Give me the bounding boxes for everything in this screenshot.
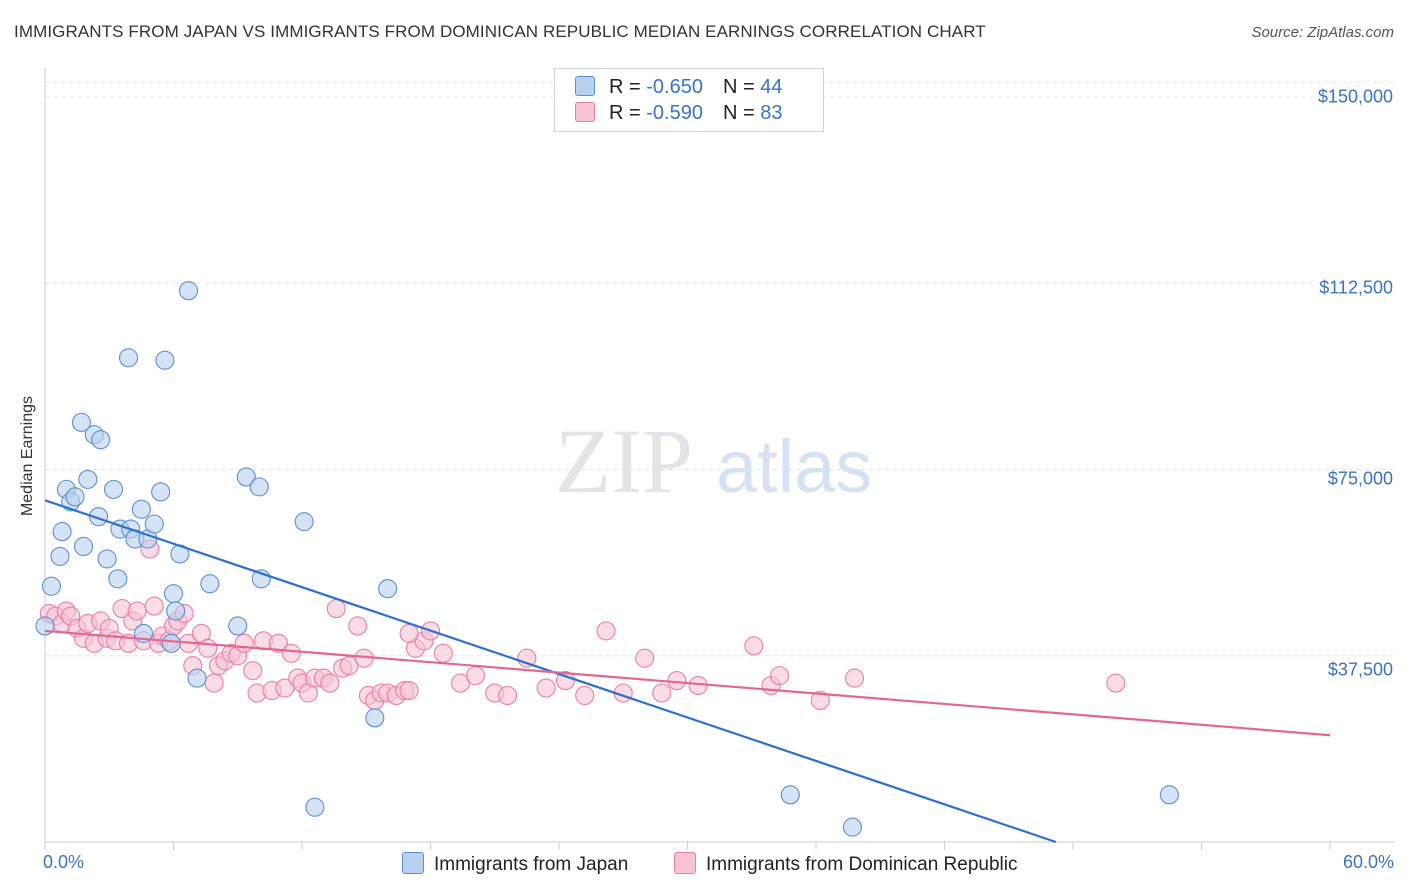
dominican-point (744, 636, 764, 656)
dominican-point (450, 673, 471, 693)
dominican-point (536, 678, 556, 698)
dominican-point (326, 599, 346, 619)
japan-point (118, 348, 139, 368)
dominican-point (555, 671, 575, 691)
japan-swatch (402, 852, 424, 874)
japan-point (842, 817, 862, 837)
dominican-point (433, 643, 453, 663)
n-label: N = (722, 102, 761, 124)
japan-point (161, 633, 181, 653)
japan-point (151, 482, 171, 502)
japan-point (91, 430, 111, 450)
dominican-point (234, 633, 254, 653)
dominican-point (810, 690, 830, 711)
japan-swatch (575, 76, 595, 96)
japan-point (780, 785, 800, 805)
japan-point (166, 601, 186, 621)
japan-point (163, 584, 184, 604)
japan-point (144, 514, 164, 534)
japan-point (71, 412, 91, 432)
legend-row-dominican: R = -0.590 N = 83 (575, 102, 782, 126)
dominican-point (399, 623, 419, 643)
n-value: 44 (760, 76, 783, 98)
japan-point (74, 536, 94, 557)
dominican-point (144, 596, 164, 616)
dominican-point (320, 673, 340, 693)
legend-item-japan[interactable]: Immigrants from Japan (402, 852, 628, 876)
japan-point (294, 512, 314, 532)
japan-point (200, 574, 220, 594)
dominican-point (348, 616, 368, 636)
watermark-zip: ZIP (555, 410, 693, 512)
dominican-swatch (674, 852, 696, 874)
dominican-point (399, 680, 419, 701)
y-tick-label: $150,000 (1317, 86, 1393, 107)
japan-point (131, 499, 151, 519)
y-tick-label: $112,500 (1319, 277, 1393, 298)
japan-point (65, 487, 85, 507)
dominican-trend-line (44, 629, 1331, 737)
x-tick-label-min: 0.0% (43, 852, 85, 872)
dominican-point (281, 643, 301, 663)
axes (44, 68, 1395, 850)
dominican-point (268, 633, 288, 653)
dominican-point (652, 683, 672, 703)
japan-point (78, 469, 98, 489)
n-label: N = (722, 76, 761, 98)
japan-point (50, 546, 70, 566)
x-tick-label-max: 60.0% (1342, 852, 1394, 872)
japan-point (178, 281, 199, 301)
japan-point (249, 477, 269, 497)
dominican-point (127, 601, 147, 621)
y-tick-label: $75,000 (1327, 468, 1393, 489)
japan-point (365, 708, 385, 728)
dominican-point (635, 648, 655, 668)
japan-point (187, 668, 207, 688)
correlation-legend: R = -0.650 N = 44 R = -0.590 N = 83 (554, 68, 824, 132)
japan-point (155, 350, 175, 370)
dominican-point (575, 685, 595, 706)
legend-row-japan: R = -0.650 N = 44 (575, 76, 782, 100)
japan-points (35, 281, 1179, 837)
legend-label: Immigrants from Japan (434, 854, 629, 875)
japan-point (1159, 785, 1179, 805)
japan-point (97, 549, 117, 569)
r-value: -0.650 (646, 76, 703, 98)
japan-point (228, 616, 248, 636)
dominican-point (770, 666, 790, 686)
dominican-point (465, 666, 486, 686)
dominican-point (243, 661, 263, 681)
japan-point (305, 797, 325, 817)
dominican-point (204, 673, 224, 693)
legend-label: Immigrants from Dominican Republic (706, 854, 1018, 875)
chart-title: IMMIGRANTS FROM JAPAN VS IMMIGRANTS FROM… (14, 22, 986, 41)
japan-point (236, 467, 256, 487)
trend-lines (44, 499, 1331, 844)
dominican-point (498, 685, 518, 706)
japan-point (378, 579, 398, 599)
legend-item-dominican[interactable]: Immigrants from Dominican Republic (674, 852, 1018, 876)
japan-point (52, 522, 72, 542)
dominican-swatch (575, 102, 595, 122)
r-label: R = (609, 76, 647, 98)
source-credit: Source: ZipAtlas.com (1251, 24, 1394, 41)
dominican-point (596, 621, 616, 641)
japan-point (108, 569, 128, 589)
y-axis-label: Median Earnings (19, 395, 36, 517)
r-value: -0.590 (646, 102, 703, 124)
watermark: ZIP atlas (555, 410, 872, 512)
dominican-point (1106, 673, 1126, 693)
r-label: R = (609, 102, 647, 124)
japan-point (88, 507, 109, 527)
n-value: 83 (760, 102, 783, 124)
dominican-point (198, 638, 218, 658)
japan-point (103, 479, 124, 499)
japan-point (41, 576, 61, 596)
watermark-atlas: atlas (716, 425, 872, 508)
y-tick-label: $37,500 (1327, 659, 1393, 680)
dominican-point (844, 668, 865, 688)
